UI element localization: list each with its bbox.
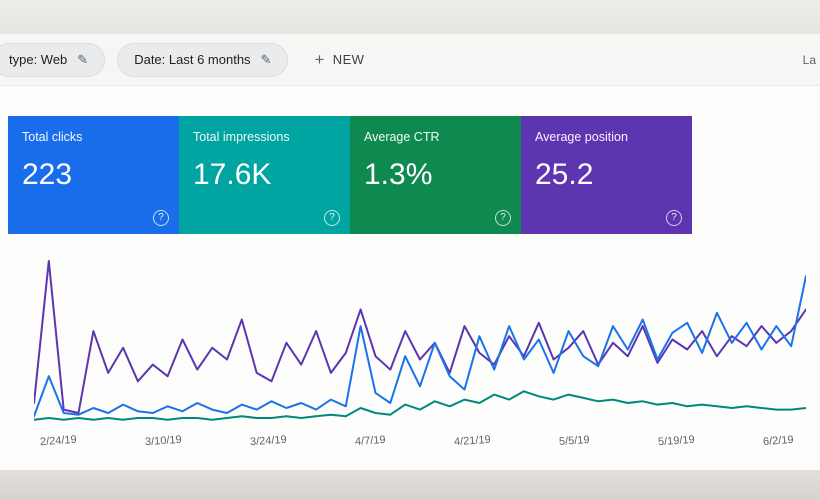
new-filter-label: NEW bbox=[332, 52, 365, 67]
x-axis-tick: 5/19/19 bbox=[657, 433, 696, 449]
edit-icon: ✎ bbox=[260, 51, 272, 67]
chart-x-axis: 2/24/19 3/10/19 3/24/19 4/7/19 4/21/19 5… bbox=[34, 433, 806, 449]
filter-chip-label: Date: Last 6 months bbox=[134, 52, 251, 67]
x-axis-tick: 6/2/19 bbox=[762, 433, 795, 449]
x-axis-tick: 5/5/19 bbox=[558, 433, 591, 449]
metric-card-title: Average CTR bbox=[364, 130, 440, 144]
performance-chart bbox=[0, 234, 820, 427]
edit-icon: ✎ bbox=[77, 51, 89, 67]
filter-chip-search-type[interactable]: type: Web ✎ bbox=[0, 42, 106, 77]
report-body: Total clicks 223 ? Total impressions 17.… bbox=[0, 86, 820, 470]
metric-card-title: Total impressions bbox=[193, 130, 290, 144]
metric-card-total-impressions[interactable]: Total impressions 17.6K ? bbox=[179, 116, 350, 234]
metric-card-average-position[interactable]: Average position 25.2 ? bbox=[521, 116, 692, 234]
metric-card-value: 223 bbox=[22, 158, 73, 191]
help-icon[interactable]: ? bbox=[495, 210, 511, 226]
metric-card-title: Total clicks bbox=[22, 130, 83, 144]
metric-card-total-clicks[interactable]: Total clicks 223 ? bbox=[8, 116, 179, 234]
plus-icon: + bbox=[314, 49, 325, 69]
filter-chip-date-range[interactable]: Date: Last 6 months ✎ bbox=[117, 42, 289, 77]
new-filter-button[interactable]: + NEW bbox=[314, 50, 364, 70]
metric-cards-row: Total clicks 223 ? Total impressions 17.… bbox=[0, 86, 820, 234]
filter-toolbar: type: Web ✎ Date: Last 6 months ✎ + NEW … bbox=[0, 34, 820, 86]
x-axis-tick: 3/24/19 bbox=[249, 433, 288, 449]
x-axis-tick: 4/21/19 bbox=[453, 433, 492, 449]
metric-card-value: 1.3% bbox=[364, 158, 433, 191]
x-axis-tick: 2/24/19 bbox=[39, 433, 78, 449]
x-axis-tick: 4/7/19 bbox=[354, 433, 387, 449]
help-icon[interactable]: ? bbox=[153, 210, 169, 226]
metric-card-average-ctr[interactable]: Average CTR 1.3% ? bbox=[350, 116, 521, 234]
last-updated-text-truncated: La bbox=[802, 52, 816, 67]
top-bezel bbox=[0, 0, 820, 34]
help-icon[interactable]: ? bbox=[666, 210, 682, 226]
metric-card-value: 25.2 bbox=[535, 158, 594, 191]
metric-card-value: 17.6K bbox=[193, 158, 272, 191]
metric-card-title: Average position bbox=[535, 130, 628, 144]
help-icon[interactable]: ? bbox=[324, 210, 340, 226]
bottom-bezel bbox=[0, 470, 820, 500]
filter-chip-label: type: Web bbox=[9, 52, 68, 67]
performance-chart-canvas bbox=[34, 260, 806, 421]
x-axis-tick: 3/10/19 bbox=[144, 433, 183, 449]
